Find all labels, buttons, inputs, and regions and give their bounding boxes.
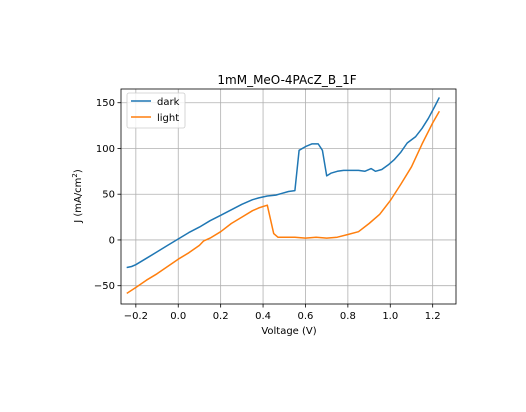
- y-tick-label: −50: [94, 281, 115, 292]
- x-axis-label: Voltage (V): [261, 326, 316, 337]
- series-line-light: [126, 110, 441, 295]
- x-tick-label: 1.0: [382, 311, 398, 322]
- x-tick-label: −0.2: [124, 311, 148, 322]
- y-axis-label-superscript: 2: [71, 173, 79, 177]
- legend: dark light: [126, 92, 186, 129]
- series-line-dark: [126, 97, 441, 269]
- grid: [121, 89, 456, 304]
- x-tick-label: 0.4: [255, 311, 271, 322]
- plot-area-frame: [120, 88, 457, 305]
- x-tick-label: 0.8: [340, 311, 356, 322]
- x-tick-label: 1.2: [425, 311, 441, 322]
- legend-label-light: light: [157, 113, 179, 124]
- y-tick-label: 50: [102, 190, 115, 201]
- y-tick-label: 0: [109, 235, 115, 246]
- axis-ticks: −0.2 0.0 0.2 0.4 0.6 0.8 1.0 1.2 −50 0 50 100 150: [94, 98, 441, 322]
- x-tick-label: 0.2: [213, 311, 229, 322]
- y-axis-label-close: ): [73, 169, 84, 173]
- y-tick-label: 150: [96, 98, 115, 109]
- y-axis-label-main: J (mA/cm: [73, 178, 84, 224]
- x-tick-label: 0.6: [298, 311, 314, 322]
- series-layer: [126, 97, 441, 295]
- chart-title: 1mM_MeO-4PAcZ_B_1F: [217, 73, 356, 87]
- legend-label-dark: dark: [157, 97, 180, 108]
- y-tick-label: 100: [96, 144, 115, 155]
- x-tick-label: 0.0: [170, 311, 186, 322]
- y-axis-label: J (mA/cm2): [71, 169, 84, 224]
